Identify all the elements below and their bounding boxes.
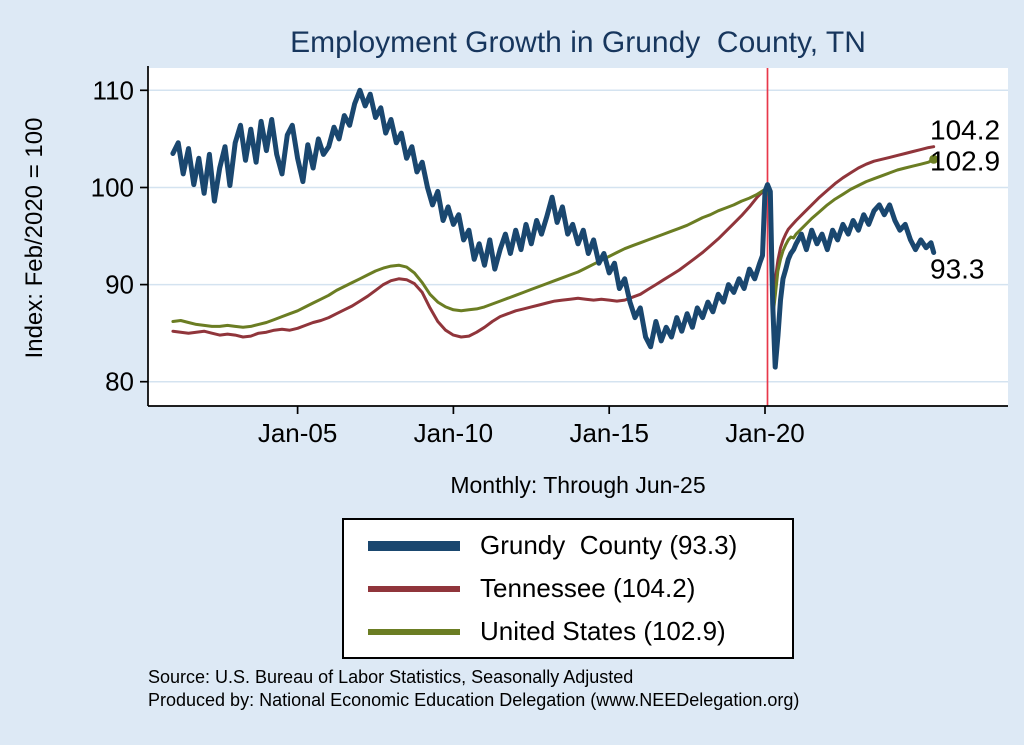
series-line-tennessee bbox=[171, 145, 936, 339]
legend-item-grundy-county: Grundy County (93.3) bbox=[368, 530, 768, 561]
y-tick-label-110: 110 bbox=[93, 75, 134, 105]
y-tick-label-80: 80 bbox=[105, 367, 134, 397]
source-note-line2: Produced by: National Economic Education… bbox=[148, 690, 800, 710]
y-axis-title: Index: Feb/2020 = 100 bbox=[21, 117, 48, 359]
x-tick-label-2015: Jan-15 bbox=[569, 418, 649, 448]
end-value-label-us: 102.9 bbox=[930, 145, 1000, 176]
x-tick-label-2020: Jan-20 bbox=[725, 418, 805, 448]
end-value-label-grundy: 93.3 bbox=[930, 254, 985, 285]
y-tick-label-90: 90 bbox=[105, 270, 134, 300]
legend-label-tennessee: Tennessee (104.2) bbox=[480, 573, 696, 603]
legend-item-united-states: United States (102.9) bbox=[368, 616, 768, 647]
end-value-label-tennessee: 104.2 bbox=[930, 115, 1000, 146]
x-tick-label-2005: Jan-05 bbox=[258, 418, 338, 448]
legend-label-united-states: United States (102.9) bbox=[480, 616, 726, 646]
y-tick-label-100: 100 bbox=[91, 173, 134, 203]
source-notes: Source: U.S. Bureau of Labor Statistics,… bbox=[148, 666, 799, 712]
source-note-line1: Source: U.S. Bureau of Labor Statistics,… bbox=[148, 667, 634, 687]
grundy-county-line-swatch bbox=[368, 540, 460, 551]
chart-subtitle: Monthly: Through Jun-25 bbox=[450, 472, 706, 498]
x-tick-label-2010: Jan-10 bbox=[414, 418, 494, 448]
legend-label-grundy-county: Grundy County (93.3) bbox=[480, 530, 738, 560]
chart-title: Employment Growth in Grundy County, TN bbox=[290, 26, 866, 59]
legend-item-tennessee: Tennessee (104.2) bbox=[368, 573, 768, 604]
series-line-grundy bbox=[170, 87, 937, 370]
united-states-line-swatch bbox=[368, 628, 460, 635]
series-line-us bbox=[171, 157, 936, 329]
tennessee-line-swatch bbox=[368, 585, 460, 592]
legend-box: Grundy County (93.3) Tennessee (104.2) U… bbox=[342, 518, 794, 659]
series-end-dot-us bbox=[929, 154, 939, 164]
